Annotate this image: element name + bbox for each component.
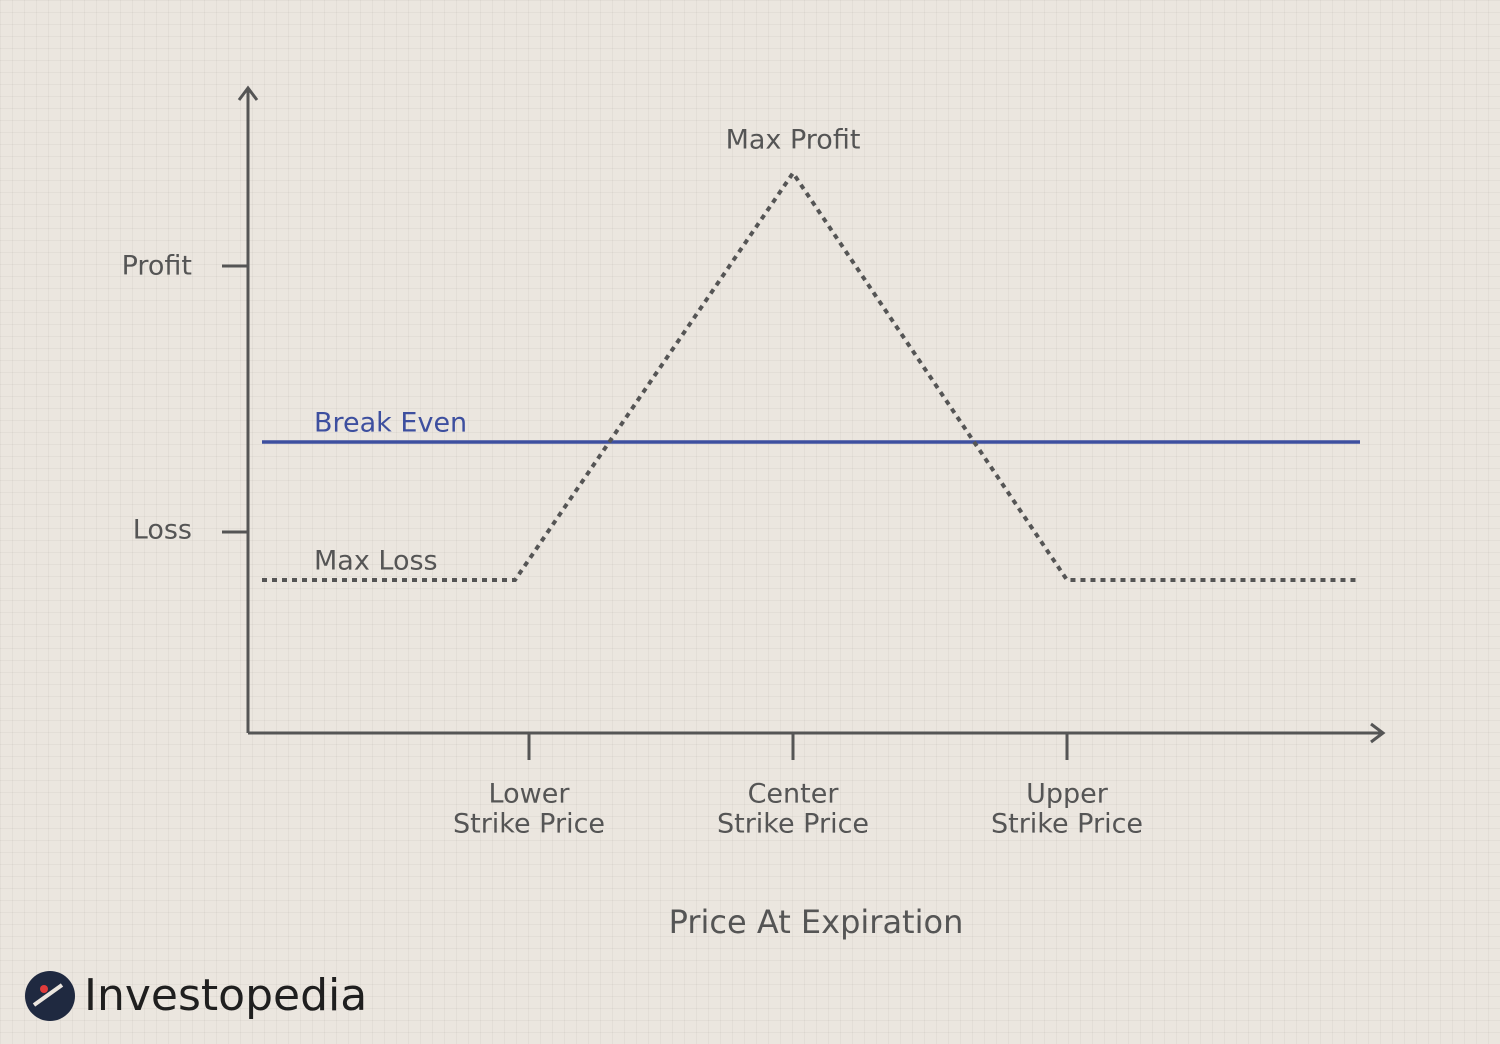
- x-label: Strike Price: [453, 809, 605, 840]
- x-label: Strike Price: [717, 809, 869, 840]
- x-axis-title: Price At Expiration: [669, 903, 964, 941]
- max-profit-label: Max Profit: [726, 125, 861, 156]
- y-label: Loss: [133, 515, 192, 546]
- x-label: Lower: [489, 779, 571, 810]
- y-arrow: [237, 85, 259, 101]
- break-even-label: Break Even: [314, 408, 467, 439]
- x-label: Upper: [1026, 779, 1109, 810]
- max-loss-label: Max Loss: [314, 546, 438, 577]
- y-label: Profit: [122, 251, 192, 282]
- x-label: Strike Price: [991, 809, 1143, 840]
- x-label: Center: [748, 779, 840, 810]
- logo-dot: [40, 985, 48, 993]
- x-arrow: [1370, 722, 1386, 744]
- logo-stroke: [32, 983, 64, 1007]
- brand: Investopedia: [84, 970, 367, 1021]
- payoff-line: [262, 169, 1358, 582]
